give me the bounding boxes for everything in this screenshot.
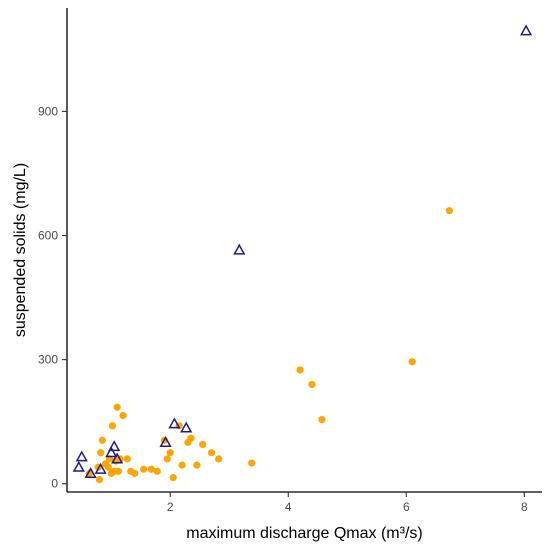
x-tick-label: 2: [167, 500, 174, 514]
scatter-point-circle: [119, 411, 127, 420]
scatter-point-triangle: [72, 460, 85, 472]
y-tick-label: 0: [51, 477, 58, 491]
scatter-point-circle: [318, 416, 326, 424]
scatter-point-circle: [114, 467, 122, 475]
chart-marks: [72, 24, 533, 484]
scatter-point-circle: [215, 455, 223, 463]
scatter-point-circle: [308, 380, 316, 389]
scatter-point-circle: [199, 440, 207, 449]
scatter-point-circle: [163, 455, 171, 463]
scatter-point-circle: [166, 449, 174, 457]
scatter-point-circle: [123, 455, 131, 463]
scatter-point-circle: [108, 422, 117, 430]
scatter-point-circle: [445, 207, 453, 215]
y-axis-ticks: 0 300 600 900: [38, 104, 67, 491]
scatter-point-circle: [207, 449, 216, 457]
scatter-point-circle: [193, 461, 201, 469]
scatter-point-circle: [169, 473, 177, 482]
scatter-point-circle: [296, 366, 304, 374]
scatter-point-circle: [408, 358, 416, 366]
scatter-point-circle: [140, 465, 148, 473]
scatter-point-triangle: [168, 417, 181, 429]
scatter-point-circle: [97, 449, 105, 457]
scatter-point-triangle: [180, 421, 193, 433]
scatter-point-circle: [95, 475, 104, 484]
scatter-point-triangle: [519, 24, 533, 36]
y-tick-label: 900: [38, 104, 58, 118]
x-tick-label: 6: [403, 500, 410, 514]
scatter-point-triangle: [75, 450, 88, 462]
x-axis-title: maximum discharge Qmax (m³/s): [186, 525, 422, 542]
scatter-point-triangle: [111, 452, 124, 464]
scatter-point-circle: [147, 465, 155, 473]
x-tick-label: 8: [521, 500, 528, 514]
scatter-point-circle: [113, 403, 121, 411]
scatter-point-triangle: [105, 446, 118, 458]
scatter-point-triangle: [233, 243, 246, 255]
y-tick-label: 300: [38, 353, 58, 367]
scatter-point-circle: [131, 469, 139, 477]
x-tick-label: 4: [285, 500, 292, 514]
scatter-point-circle: [153, 467, 161, 475]
scatter-point-circle: [248, 459, 256, 467]
scatter-point-circle: [178, 461, 186, 469]
scatter-point-triangle: [108, 440, 121, 452]
scatter-point-triangle: [84, 467, 97, 478]
scatter-point-circle: [98, 436, 107, 444]
y-tick-label: 600: [38, 229, 58, 243]
scatter-point-circle: [187, 434, 195, 442]
scatter-point-triangle: [159, 436, 172, 447]
scatter-point-triangle: [94, 462, 107, 474]
scatter-point-circle: [104, 463, 112, 471]
x-axis-ticks: 2 4 6 8: [167, 492, 528, 514]
y-axis-title: suspended solids (mg/L): [12, 163, 29, 337]
